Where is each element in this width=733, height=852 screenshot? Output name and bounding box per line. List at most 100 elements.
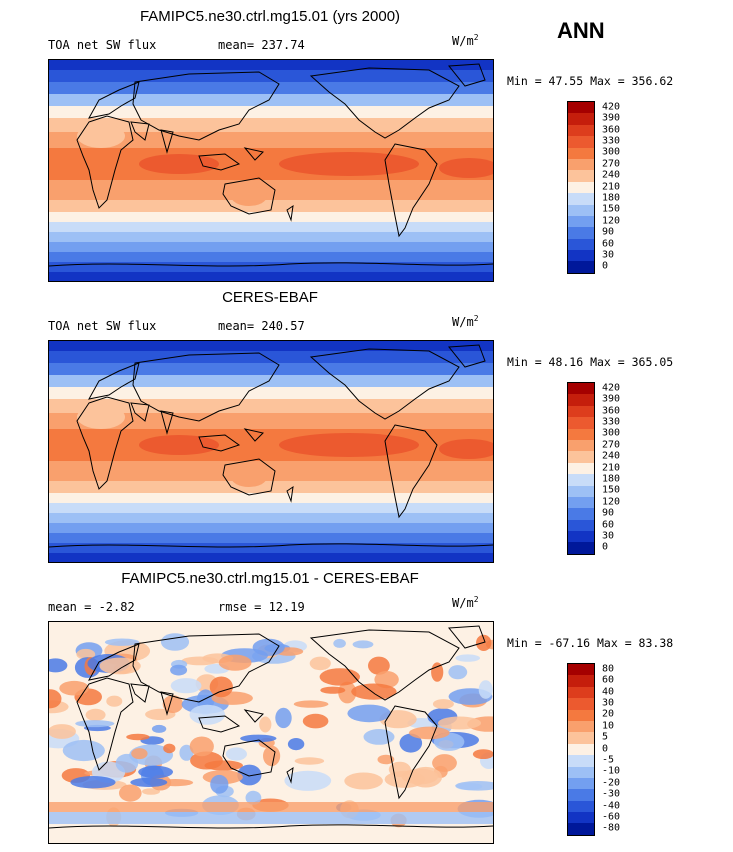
colorbar-tick-label: 0	[602, 743, 609, 754]
colorbar-tick-label: 330	[602, 135, 621, 147]
panel3-minmax: Min = -67.16 Max = 83.38	[507, 636, 674, 650]
panel2-unit-label: W/m2	[452, 314, 479, 329]
colorbar-swatch	[568, 147, 594, 159]
colorbar-swatch	[568, 417, 594, 429]
colorbar-tick-label: 30	[602, 697, 615, 709]
panel3-title: FAMIPC5.ne30.ctrl.mg15.01 - CERES-EBAF	[121, 570, 419, 587]
panel3-unit-label: W/m2	[452, 595, 479, 610]
colorbar-swatch	[568, 531, 594, 543]
colorbar-tick-label: 210	[602, 462, 621, 473]
colorbar-tick-label: 40	[602, 686, 615, 697]
colorbar-swatch	[568, 485, 594, 497]
colorbar-tick-label: 30	[602, 249, 615, 261]
colorbar-tick-label: 420	[602, 382, 621, 394]
colorbar-swatch	[568, 227, 594, 239]
panel3-colorbar	[567, 663, 595, 836]
coastlines	[49, 344, 493, 548]
colorbar-swatch	[568, 170, 594, 182]
panel2-minmax: Min = 48.16 Max = 365.05	[507, 355, 674, 369]
colorbar-swatch	[568, 383, 594, 395]
colorbar-swatch	[568, 204, 594, 216]
colorbar-tick-label: 300	[602, 427, 621, 439]
colorbar-tick-label: 120	[602, 496, 621, 508]
colorbar-tick-label: -10	[602, 765, 621, 777]
colorbar-swatch	[568, 542, 594, 554]
colorbar-tick-label: 240	[602, 169, 621, 181]
coastlines	[49, 625, 493, 829]
colorbar-tick-label: 300	[602, 146, 621, 158]
colorbar-tick-label: 60	[602, 519, 615, 530]
panel3-rmse-label: rmse = 12.19	[218, 600, 305, 614]
colorbar-swatch	[568, 474, 594, 486]
panel3-map	[48, 621, 494, 844]
colorbar-tick-label: 180	[602, 473, 621, 485]
colorbar-swatch	[568, 732, 594, 744]
colorbar-tick-label: 150	[602, 203, 621, 215]
panel1-map	[48, 59, 494, 282]
colorbar-swatch	[568, 158, 594, 171]
colorbar-tick-label: -80	[602, 822, 621, 834]
colorbar-tick-label: 360	[602, 405, 621, 416]
colorbar-tick-label: 0	[602, 260, 609, 272]
colorbar-tick-label: 390	[602, 112, 621, 124]
panel1-colorbar	[567, 101, 595, 274]
colorbar-swatch	[568, 519, 594, 532]
colorbar-swatch	[568, 439, 594, 452]
colorbar-tick-label: 210	[602, 181, 621, 192]
colorbar-swatch	[568, 812, 594, 824]
colorbar-tick-label: 270	[602, 439, 621, 451]
panel2-variable-label: TOA net SW flux	[48, 319, 157, 333]
colorbar-swatch	[568, 709, 594, 721]
colorbar-swatch	[568, 462, 594, 475]
colorbar-tick-label: 90	[602, 507, 615, 519]
season-label: ANN	[557, 18, 605, 43]
colorbar-tick-label: 60	[602, 238, 615, 249]
colorbar-swatch	[568, 428, 594, 440]
colorbar-swatch	[568, 250, 594, 262]
colorbar-tick-label: 20	[602, 708, 615, 720]
colorbar-swatch	[568, 675, 594, 687]
colorbar-swatch	[568, 261, 594, 273]
panel2-title: CERES-EBAF	[222, 289, 318, 306]
colorbar-tick-label: 0	[602, 541, 609, 553]
colorbar-swatch	[568, 215, 594, 228]
colorbar-tick-label: -40	[602, 800, 621, 811]
colorbar-swatch	[568, 238, 594, 251]
colorbar-tick-label: -20	[602, 777, 621, 789]
colorbar-tick-label: 330	[602, 416, 621, 428]
colorbar-tick-label: -5	[602, 754, 615, 766]
colorbar-tick-label: 80	[602, 663, 615, 675]
panel2-colorbar	[567, 382, 595, 555]
colorbar-swatch	[568, 113, 594, 125]
colorbar-swatch	[568, 496, 594, 509]
colorbar-tick-label: 240	[602, 450, 621, 462]
colorbar-tick-label: 150	[602, 484, 621, 496]
colorbar-tick-label: 270	[602, 158, 621, 170]
panel2-map	[48, 340, 494, 563]
panel1-title: FAMIPC5.ne30.ctrl.mg15.01 (yrs 2000)	[139, 8, 401, 25]
colorbar-tick-label: 60	[602, 674, 615, 686]
colorbar-tick-label: 10	[602, 720, 615, 732]
colorbar-swatch	[568, 102, 594, 114]
colorbar-swatch	[568, 766, 594, 778]
colorbar-swatch	[568, 664, 594, 676]
coastlines	[49, 63, 493, 267]
colorbar-swatch	[568, 743, 594, 756]
colorbar-swatch	[568, 789, 594, 801]
colorbar-swatch	[568, 136, 594, 148]
colorbar-swatch	[568, 394, 594, 406]
colorbar-tick-label: 90	[602, 226, 615, 238]
colorbar-swatch	[568, 823, 594, 835]
colorbar-swatch	[568, 451, 594, 463]
colorbar-tick-label: 120	[602, 215, 621, 227]
colorbar-tick-label: -60	[602, 811, 621, 823]
colorbar-swatch	[568, 755, 594, 767]
panel2-mean-label: mean= 240.57	[218, 319, 305, 333]
panel3-mean-label: mean = -2.82	[48, 600, 135, 614]
colorbar-tick-label: -30	[602, 788, 621, 800]
colorbar-swatch	[568, 686, 594, 699]
colorbar-swatch	[568, 800, 594, 813]
colorbar-swatch	[568, 405, 594, 418]
colorbar-tick-label: 5	[602, 731, 609, 743]
panel1-unit-label: W/m2	[452, 33, 479, 48]
